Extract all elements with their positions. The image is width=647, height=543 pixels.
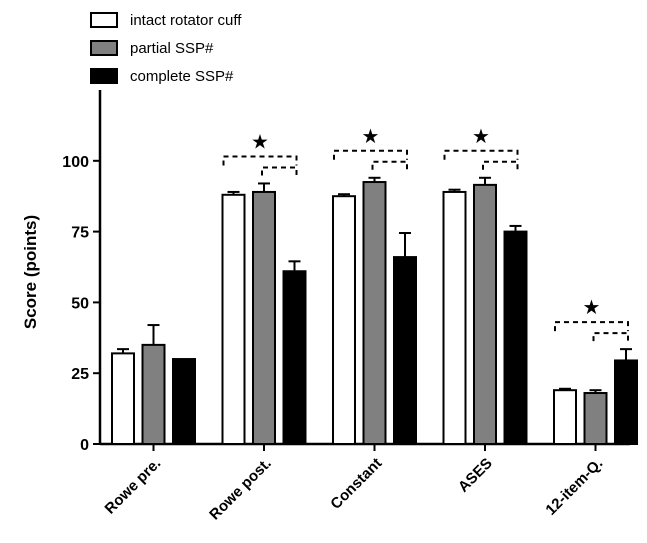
significance-bracket — [554, 321, 629, 332]
y-tick-label: 25 — [71, 366, 89, 383]
significance-bracket — [592, 332, 629, 342]
legend-item-complete: complete SSP# — [90, 62, 241, 90]
significance-bracket — [333, 149, 408, 160]
x-tick-label: Constant — [327, 455, 385, 513]
y-tick-label: 0 — [80, 437, 89, 454]
significance-star: ★ — [583, 297, 601, 319]
bar — [503, 230, 528, 445]
y-axis-label: Score (points) — [21, 215, 40, 329]
legend-label-intact: intact rotator cuff — [130, 11, 242, 29]
legend-label-partial: partial SSP# — [130, 39, 214, 57]
x-tick-label: Rowe pre. — [102, 455, 165, 518]
bars — [111, 176, 638, 446]
x-tick-label: Rowe post. — [206, 455, 275, 524]
bar — [282, 270, 307, 445]
significance-markers: ★ ★ ★ ★ — [222, 126, 629, 342]
legend-swatch-intact — [90, 12, 118, 28]
y-tick-label: 100 — [62, 154, 89, 171]
bar — [393, 256, 417, 446]
bar — [141, 343, 166, 446]
bar — [332, 195, 356, 445]
y-tick-label: 75 — [71, 225, 89, 242]
bar — [583, 392, 608, 445]
legend-label-complete: complete SSP# — [130, 67, 234, 85]
significance-bracket — [261, 166, 298, 176]
bar — [252, 190, 276, 445]
legend: intact rotator cuff partial SSP# complet… — [90, 6, 241, 90]
significance-star: ★ — [251, 131, 269, 153]
bar — [111, 352, 135, 446]
bar — [221, 193, 246, 445]
bar — [614, 359, 638, 445]
x-tick-label: 12-item-Q. — [542, 455, 606, 519]
significance-bracket — [222, 155, 298, 166]
bar — [473, 183, 497, 445]
bar — [553, 389, 577, 445]
bar — [362, 181, 387, 445]
significance-bracket — [371, 160, 408, 170]
legend-item-partial: partial SSP# — [90, 34, 241, 62]
legend-item-intact: intact rotator cuff — [90, 6, 241, 34]
significance-star: ★ — [472, 126, 490, 148]
x-tick-label: ASES — [455, 455, 496, 496]
legend-swatch-partial — [90, 40, 118, 56]
significance-bracket — [482, 160, 519, 170]
legend-swatch-complete — [90, 68, 118, 84]
significance-bracket — [443, 149, 519, 160]
bar — [172, 358, 196, 446]
y-tick-label: 50 — [71, 295, 89, 312]
significance-star: ★ — [362, 126, 380, 148]
bar — [442, 190, 467, 445]
